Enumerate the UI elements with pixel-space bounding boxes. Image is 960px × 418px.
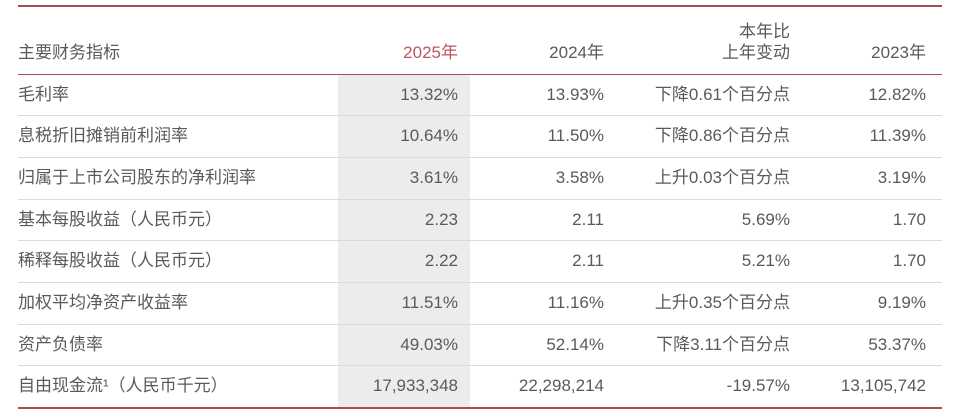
row-label: 稀释每股收益（人民币元） [18,240,338,283]
value-2025: 49.03% [338,324,470,367]
table-row-net-profit-margin: 归属于上市公司股东的净利润率 3.61% 3.58% 上升0.03个百分点 3.… [18,157,942,200]
value-2025: 13.32% [338,74,470,117]
value-2024: 22,298,214 [518,376,604,396]
value-2023: 3.19% [792,157,942,200]
value-2024: 3.58% [470,157,606,200]
row-label: 加权平均净资产收益率 [18,282,338,325]
value-change: 下降0.86个百分点 [606,115,792,158]
table-header: 主要财务指标 2025年 2024年 本年比 上年变动 2023年 [18,6,942,75]
value-2025: 2.23 [338,199,470,242]
value-change: 上升0.35个百分点 [606,282,792,325]
value-2024: 11.50% [470,115,606,158]
row-label: 基本每股收益（人民币元） [18,199,338,242]
header-yoy-change-line2: 上年变动 [722,43,790,63]
table-row-weighted-avg-roe: 加权平均净资产收益率 11.51% 11.16% 上升0.35个百分点 9.19… [18,282,942,325]
value-change: 下降0.61个百分点 [606,74,792,117]
header-row: 主要财务指标 2025年 2024年 本年比 上年变动 2023年 [18,6,942,75]
value-2023: 1.70 [792,240,942,283]
value-2024: 52.14% [470,324,606,367]
value-2025: 2.22 [338,240,470,283]
value-2025: 11.51% [338,282,470,325]
value-change: 下降3.11个百分点 [606,324,792,367]
value-2025: 3.61% [338,157,470,200]
value-2025: 10.64% [338,115,470,158]
value-change: 5.21% [606,240,792,283]
table-row-diluted-eps: 稀释每股收益（人民币元） 2.22 2.11 5.21% 1.70 [18,240,942,283]
value-2023: 9.19% [792,282,942,325]
row-label: 归属于上市公司股东的净利润率 [18,157,338,200]
row-label: 自由现金流¹（人民币千元） [18,376,228,396]
value-2023: 53.37% [792,324,942,367]
value-2023: 1.70 [792,199,942,242]
value-2025: 17,933,348 [338,365,470,408]
header-year-2025: 2025年 [338,6,470,75]
value-2024: 2.11 [470,199,606,242]
header-yoy-change-line1: 本年比 [739,22,790,41]
row-label: 息税折旧摊销前利润率 [18,115,338,158]
value-change: 上升0.03个百分点 [606,157,792,200]
header-year-2023: 2023年 [792,6,942,75]
key-financial-indicators-table-wrap: 主要财务指标 2025年 2024年 本年比 上年变动 2023年 毛利率 13… [18,0,942,409]
value-2024: 13.93% [470,74,606,117]
value-2023: 13,105,742 [840,376,926,396]
row-label: 资产负债率 [18,324,338,367]
header-indicator-label: 主要财务指标 [18,6,338,75]
table-row-free-cash-flow: 自由现金流¹（人民币千元） 17,933,348 22,298,214 -19.… [18,365,942,408]
value-2023: 11.39% [792,115,942,158]
header-year-2024: 2024年 [470,6,606,75]
header-yoy-change: 本年比 上年变动 [606,6,792,75]
value-change: 5.69% [606,199,792,242]
table-row-ebitda-margin: 息税折旧摊销前利润率 10.64% 11.50% 下降0.86个百分点 11.3… [18,115,942,158]
table-row-debt-to-asset-ratio: 资产负债率 49.03% 52.14% 下降3.11个百分点 53.37% [18,324,942,367]
table-body: 毛利率 13.32% 13.93% 下降0.61个百分点 12.82% 息税折旧… [18,74,942,408]
table-row-gross-margin: 毛利率 13.32% 13.93% 下降0.61个百分点 12.82% [18,74,942,117]
value-2024: 2.11 [470,240,606,283]
row-label: 毛利率 [18,74,338,117]
table-row-basic-eps: 基本每股收益（人民币元） 2.23 2.11 5.69% 1.70 [18,199,942,242]
value-change: -19.57% [726,376,790,396]
key-financial-indicators-table: 主要财务指标 2025年 2024年 本年比 上年变动 2023年 毛利率 13… [18,5,942,409]
value-2024: 11.16% [470,282,606,325]
value-2023: 12.82% [792,74,942,117]
